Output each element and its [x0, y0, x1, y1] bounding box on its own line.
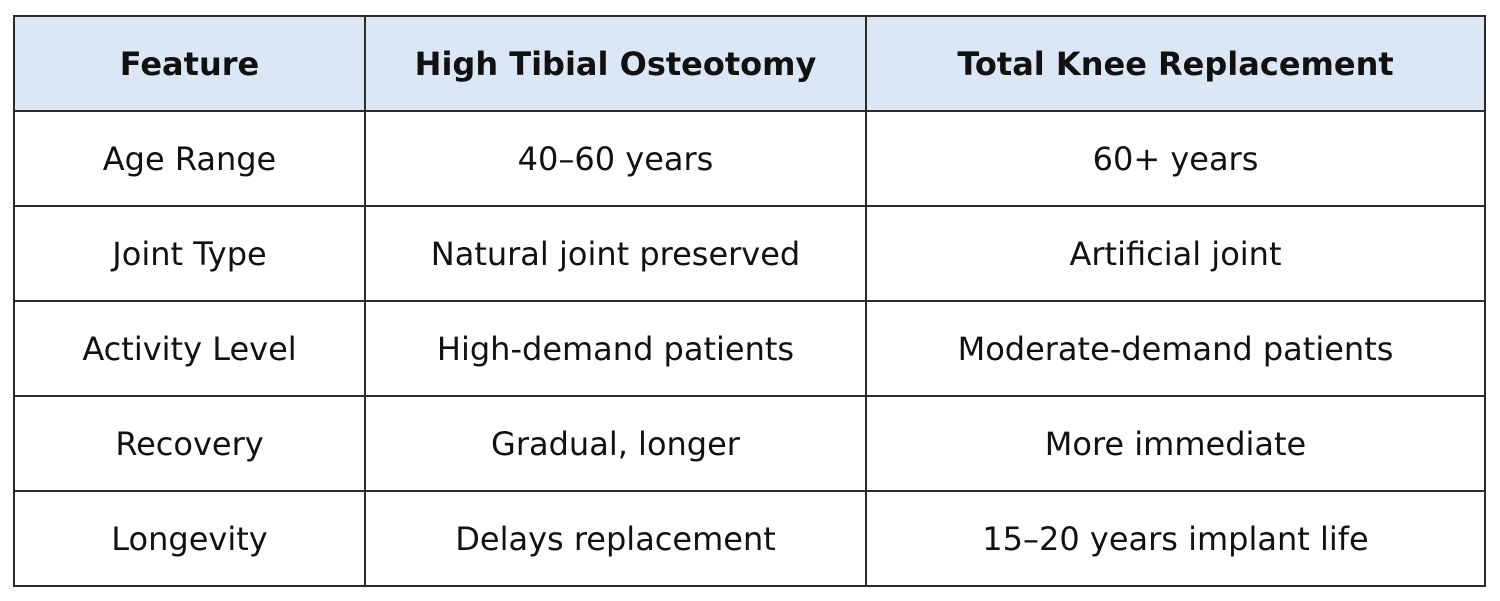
header-cell: Total Knee Replacement	[865, 15, 1486, 112]
table-row: Longevity Delays replacement 15–20 years i…	[13, 490, 1486, 587]
table-cell: 15–20 years implant life	[865, 490, 1486, 587]
table-cell: More immediate	[865, 395, 1486, 492]
header-row: Feature High Tibial Osteotomy Total Knee R…	[13, 15, 1486, 112]
header-cell: Feature	[13, 15, 366, 112]
table-cell: Artificial joint	[865, 205, 1486, 302]
header-cell: High Tibial Osteotomy	[364, 15, 867, 112]
table-cell: High-demand patients	[364, 300, 867, 397]
comparison-table: Feature High Tibial Osteotomy Total Knee R…	[13, 15, 1486, 587]
table-cell: Delays replacement	[364, 490, 867, 587]
table-row: Age Range 40–60 years 60+ years	[13, 110, 1486, 207]
table-row: Recovery Gradual, longer More immediate	[13, 395, 1486, 492]
table-cell: Recovery	[13, 395, 366, 492]
table-cell: Natural joint preserved	[364, 205, 867, 302]
table-cell: Longevity	[13, 490, 366, 587]
table-cell: 60+ years	[865, 110, 1486, 207]
table-row: Activity Level High-demand patients Modera…	[13, 300, 1486, 397]
table-cell: Moderate-demand patients	[865, 300, 1486, 397]
table-row: Joint Type Natural joint preserved Artific…	[13, 205, 1486, 302]
table-header: Feature High Tibial Osteotomy Total Knee R…	[13, 15, 1486, 112]
table-cell: Joint Type	[13, 205, 366, 302]
table-cell: 40–60 years	[364, 110, 867, 207]
table-cell: Activity Level	[13, 300, 366, 397]
table-cell: Gradual, longer	[364, 395, 867, 492]
table-body: Age Range 40–60 years 60+ years Joint Type N…	[13, 110, 1486, 587]
table-cell: Age Range	[13, 110, 366, 207]
